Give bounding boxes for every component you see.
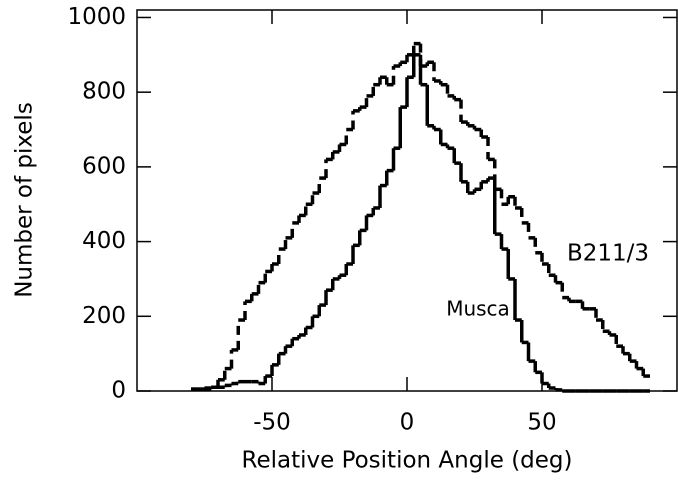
y-tick-label: 400 — [82, 228, 126, 254]
x-axis-label: Relative Position Angle (deg) — [242, 448, 573, 474]
plot-frame — [136, 9, 678, 392]
y-tick-label: 200 — [82, 303, 126, 329]
y-tick-label: 0 — [111, 378, 126, 404]
y-tick-label: 1000 — [67, 4, 126, 30]
x-tick-label: 0 — [400, 410, 415, 436]
x-tick-label: -50 — [253, 410, 291, 436]
x-tick-label: 50 — [527, 410, 556, 436]
y-tick-label: 800 — [82, 79, 126, 105]
y-tick-label: 600 — [82, 153, 126, 179]
series-label: B211/3 — [567, 241, 649, 267]
y-axis-label: Number of pixels — [12, 102, 38, 298]
series-label: Musca — [446, 297, 510, 321]
